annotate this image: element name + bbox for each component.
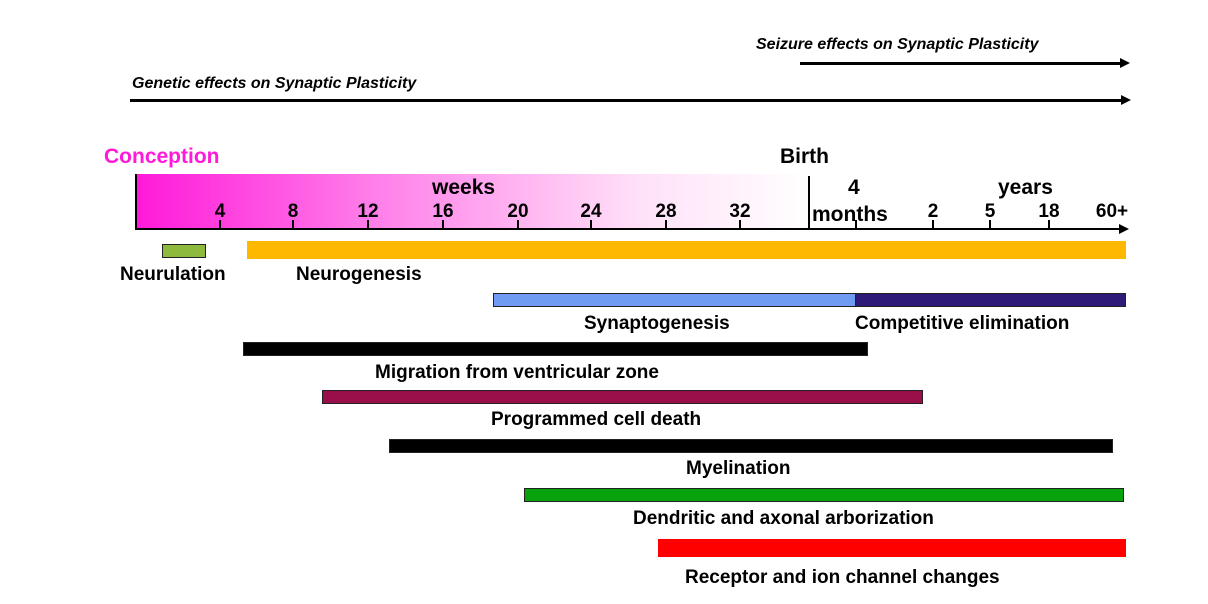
- axis-left-border: [135, 174, 137, 230]
- seizure-effects-label: Seizure effects on Synaptic Plasticity: [756, 36, 1039, 53]
- genetic-arrow-head-icon: [1121, 95, 1131, 105]
- tick-label-week: 4: [214, 201, 226, 222]
- tick-mark: [292, 220, 294, 228]
- myelination-label: Myelination: [686, 458, 791, 479]
- tick-label-week: 20: [507, 201, 529, 222]
- neurogenesis-label: Neurogenesis: [296, 264, 422, 285]
- competitive-elimination-label: Competitive elimination: [855, 313, 1070, 334]
- genetic-effects-arrow: [130, 99, 1123, 102]
- genetic-effects-label: Genetic effects on Synaptic Plasticity: [132, 75, 417, 92]
- months-number: 4: [848, 176, 860, 199]
- years-label: years: [998, 176, 1053, 199]
- tick-mark: [367, 220, 369, 228]
- arborization-label: Dendritic and axonal arborization: [633, 508, 934, 529]
- receptor-changes-label: Receptor and ion channel changes: [685, 567, 1000, 588]
- neurulation-bar: [162, 244, 206, 258]
- months-label: months: [812, 203, 888, 226]
- tick-label-year: 2: [927, 201, 939, 222]
- synaptogenesis-bar: [493, 293, 856, 307]
- tick-mark: [219, 220, 221, 228]
- myelination-bar: [389, 439, 1113, 453]
- tick-mark: [932, 220, 934, 228]
- tick-mark: [1048, 220, 1050, 228]
- seizure-arrow-head-icon: [1120, 58, 1130, 68]
- migration-label: Migration from ventricular zone: [375, 362, 659, 383]
- arborization-bar: [524, 488, 1124, 502]
- tick-label-week: 24: [580, 201, 602, 222]
- tick-mark: [739, 220, 741, 228]
- conception-label: Conception: [104, 145, 220, 168]
- timeline-axis-line: [135, 228, 1120, 230]
- cell-death-label: Programmed cell death: [491, 409, 702, 430]
- tick-label-year: 60+: [1095, 201, 1129, 222]
- neurogenesis-bar: [247, 241, 1126, 259]
- gestation-gradient-bar: [137, 174, 809, 228]
- cell-death-bar: [322, 390, 923, 404]
- synaptogenesis-label: Synaptogenesis: [584, 313, 730, 334]
- tick-mark: [517, 220, 519, 228]
- tick-mark: [590, 220, 592, 228]
- tick-label-week: 16: [432, 201, 454, 222]
- tick-label-year: 5: [984, 201, 996, 222]
- competitive-elimination-bar: [855, 293, 1126, 307]
- timeline-arrow-head-icon: [1119, 224, 1129, 234]
- receptor-changes-bar: [658, 539, 1126, 557]
- tick-mark: [442, 220, 444, 228]
- weeks-label: weeks: [432, 176, 496, 199]
- migration-bar: [243, 342, 868, 356]
- birth-label: Birth: [780, 145, 829, 168]
- neurulation-label: Neurulation: [120, 264, 226, 285]
- tick-mark: [665, 220, 667, 228]
- tick-label-year: 18: [1038, 201, 1060, 222]
- tick-label-week: 12: [357, 201, 379, 222]
- tick-label-week: 8: [287, 201, 299, 222]
- birth-divider: [808, 176, 810, 228]
- tick-mark: [989, 220, 991, 228]
- tick-label-week: 28: [655, 201, 677, 222]
- tick-label-week: 32: [729, 201, 751, 222]
- seizure-effects-arrow: [800, 62, 1122, 65]
- tick-mark: [855, 220, 857, 228]
